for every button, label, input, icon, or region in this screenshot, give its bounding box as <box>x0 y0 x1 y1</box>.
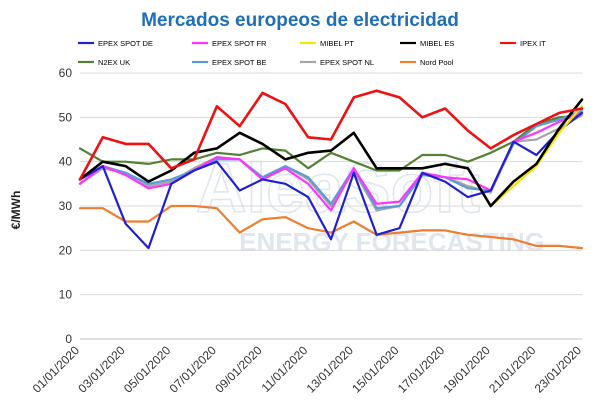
legend-entry: Nord Pool <box>420 58 454 67</box>
series-lines <box>78 89 584 250</box>
watermark-subtitle: ENERGY FORECASTING <box>239 227 545 257</box>
chart-title: Mercados europeos de electricidad <box>141 10 459 31</box>
x-tick-label: 03/01/2020 <box>75 343 128 396</box>
x-tick-label: 07/01/2020 <box>167 343 220 396</box>
x-tick-label: 01/01/2020 <box>30 343 83 396</box>
legend-entry: EPEX SPOT BE <box>212 58 266 67</box>
x-tick-label: 13/01/2020 <box>304 343 357 396</box>
y-axis-label: €/MWh <box>9 191 23 230</box>
y-tick-label: 40 <box>59 155 73 169</box>
x-tick-label: 15/01/2020 <box>349 343 402 396</box>
legend: EPEX SPOT DE EPEX SPOT FR MIBEL PT MIBEL ES… <box>78 39 546 67</box>
y-tick-label: 20 <box>59 243 73 257</box>
x-tick-label: 23/01/2020 <box>532 343 585 396</box>
legend-entry: IPEX IT <box>520 39 546 48</box>
legend-entry: EPEX SPOT FR <box>212 39 267 48</box>
series-line-nord-pool <box>78 204 584 250</box>
y-tick-label: 10 <box>59 288 73 302</box>
series-line-epex-spot-de <box>78 111 584 250</box>
x-tick-label: 21/01/2020 <box>486 343 539 396</box>
y-tick-label: 0 <box>65 332 72 346</box>
legend-entry: EPEX SPOT DE <box>98 39 153 48</box>
x-tick-label: 19/01/2020 <box>440 343 493 396</box>
legend-entry: EPEX SPOT NL <box>320 58 374 67</box>
series-line-ipex-it <box>78 89 584 181</box>
x-tick-label: 09/01/2020 <box>212 343 265 396</box>
y-tick-label: 60 <box>59 66 73 80</box>
y-tick-label: 30 <box>59 199 73 213</box>
legend-entry: N2EX UK <box>98 58 130 67</box>
legend-entry: MIBEL ES <box>420 39 454 48</box>
x-tick-label: 17/01/2020 <box>395 343 448 396</box>
x-tick-label: 05/01/2020 <box>121 343 174 396</box>
x-tick-label: 11/01/2020 <box>259 343 311 395</box>
series-line-mibel-es <box>78 98 584 208</box>
y-tick-label: 50 <box>59 110 73 124</box>
legend-entry: MIBEL PT <box>320 39 354 48</box>
